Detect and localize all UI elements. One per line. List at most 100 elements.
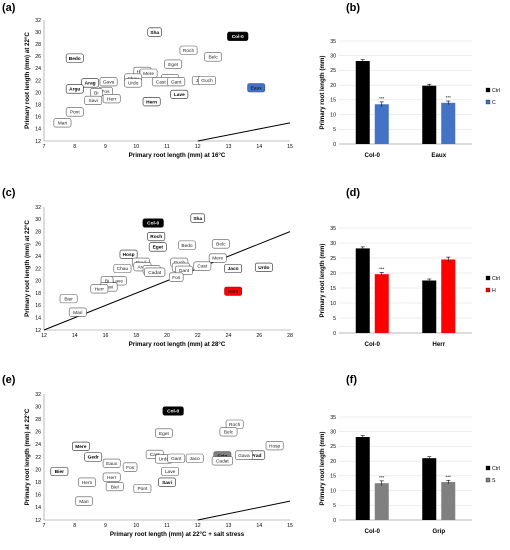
point-col-0: Col-0 bbox=[227, 31, 249, 41]
x-tick-label: 26 bbox=[256, 333, 262, 339]
x-tick-label: 12 bbox=[195, 144, 201, 150]
point-label: Gedr bbox=[88, 455, 99, 461]
point-label: Urdo bbox=[128, 81, 139, 87]
point-box bbox=[81, 78, 100, 88]
point-belc: Belc bbox=[219, 427, 238, 437]
point-gava: Gava bbox=[234, 450, 253, 460]
point-mere: Mere bbox=[72, 441, 90, 451]
point-box bbox=[65, 53, 84, 63]
y-tick-label: 35 bbox=[330, 39, 336, 45]
point-box bbox=[147, 231, 166, 242]
point-label: Eaux bbox=[251, 85, 263, 91]
point-arag: Arag bbox=[81, 78, 100, 88]
point-label: Gava bbox=[103, 79, 115, 85]
x-tick-label: 14 bbox=[256, 523, 262, 529]
point-box bbox=[105, 482, 124, 492]
point-label: Sha bbox=[193, 216, 202, 222]
x-tick-label: 8 bbox=[73, 523, 76, 529]
y-tick-label: 35 bbox=[330, 226, 336, 232]
point-box bbox=[193, 261, 212, 271]
y-tick-label: 26 bbox=[35, 242, 41, 248]
point-box bbox=[208, 253, 227, 263]
point-label: Mari bbox=[79, 499, 88, 505]
point-label: Prad bbox=[251, 453, 262, 459]
y-tick-label: 28 bbox=[35, 229, 41, 235]
scatter-chart-a: 12 14 16 18 20 22 24 26 28 30 32 7 8 9 10 11 12 13 14 15 Pri… bbox=[24, 18, 293, 159]
point-herr: Herr bbox=[102, 94, 121, 104]
point-label: Arag bbox=[85, 81, 96, 87]
legend-label: Ctrl bbox=[492, 466, 500, 472]
y-tick-label: 0 bbox=[333, 331, 336, 337]
point-label: Belc bbox=[216, 242, 226, 248]
y-axis-title: Primary root length (mm) at 22°C bbox=[24, 32, 31, 129]
point-label: Savi bbox=[162, 480, 172, 486]
point-label: Bier bbox=[64, 296, 73, 302]
point-label: Bi bbox=[105, 279, 109, 285]
x-tick-label: 9 bbox=[104, 144, 107, 150]
point-box bbox=[144, 267, 166, 277]
point-label: Bi bbox=[94, 90, 98, 96]
point-savi: Savi bbox=[84, 95, 103, 106]
y-tick-label: 28 bbox=[35, 417, 41, 423]
legend-swatch bbox=[485, 477, 491, 483]
point-label: Eget bbox=[168, 62, 179, 68]
y-tick-label: 22 bbox=[35, 78, 41, 84]
point-box bbox=[59, 294, 78, 304]
point-label: Col-0 bbox=[232, 34, 244, 40]
bar-s-col-0 bbox=[374, 483, 389, 520]
point-belc: Belc bbox=[211, 239, 230, 249]
point-label: Herr bbox=[107, 475, 117, 481]
point-box bbox=[185, 453, 204, 463]
point-label: Gant bbox=[179, 268, 190, 274]
point-label: Hern bbox=[146, 99, 157, 105]
point-box bbox=[142, 97, 161, 107]
point-label: Biel bbox=[111, 484, 119, 490]
point-box bbox=[124, 78, 143, 88]
point-box bbox=[211, 239, 230, 249]
point-label: Eget bbox=[159, 431, 170, 437]
x-axis-title: Primary root length (mm) at 16°C bbox=[129, 152, 226, 159]
point-lave: Lave bbox=[170, 89, 189, 99]
y-tick-label: 28 bbox=[35, 42, 41, 48]
y-tick-label: 20 bbox=[330, 271, 336, 277]
point-biel: Biel bbox=[105, 482, 124, 492]
significance-label: *** bbox=[446, 95, 452, 100]
y-tick-label: 0 bbox=[333, 518, 336, 524]
bar-h-col-0 bbox=[374, 274, 389, 333]
category-label: Col-0 bbox=[365, 528, 381, 535]
point-box bbox=[162, 406, 184, 416]
legend-label: Ctrl bbox=[492, 88, 500, 94]
point-box bbox=[75, 496, 93, 506]
legend-swatch bbox=[485, 287, 491, 293]
point-label: Jaco bbox=[228, 266, 239, 272]
point-label: Fos bbox=[126, 465, 135, 471]
bar-ctrl-grip bbox=[422, 458, 437, 520]
y-tick-label: 35 bbox=[330, 415, 336, 421]
point-label: Bedo bbox=[69, 56, 81, 62]
y-tick-label: 14 bbox=[35, 505, 41, 511]
panel-label-c: (c) bbox=[2, 187, 16, 199]
bar-h-herr bbox=[441, 259, 456, 333]
bar-c-eaux bbox=[441, 102, 456, 144]
y-tick-label: 22 bbox=[35, 266, 41, 272]
point-label: Gant bbox=[171, 79, 182, 85]
point-box bbox=[224, 286, 243, 296]
point-box bbox=[198, 75, 216, 86]
y-tick-label: 18 bbox=[35, 480, 41, 486]
point-box bbox=[142, 218, 164, 228]
y-axis-title: Primary root length (mm) at 22°C bbox=[24, 408, 31, 505]
point-mari: Mari bbox=[68, 307, 87, 317]
y-tick-label: 0 bbox=[333, 142, 336, 148]
point-box bbox=[78, 477, 96, 487]
point-box bbox=[119, 249, 138, 259]
point-label: Herr bbox=[107, 96, 117, 102]
x-tick-label: 14 bbox=[72, 333, 78, 339]
y-tick-label: 16 bbox=[35, 115, 41, 121]
point-col-0: Col-0 bbox=[142, 218, 164, 228]
point-hosp: Hosp bbox=[265, 441, 284, 451]
y-tick-label: 16 bbox=[35, 493, 41, 499]
point-box bbox=[139, 68, 158, 78]
point-box bbox=[265, 441, 284, 451]
point-hern: Hern bbox=[78, 477, 96, 487]
y-tick-label: 12 bbox=[35, 328, 41, 334]
